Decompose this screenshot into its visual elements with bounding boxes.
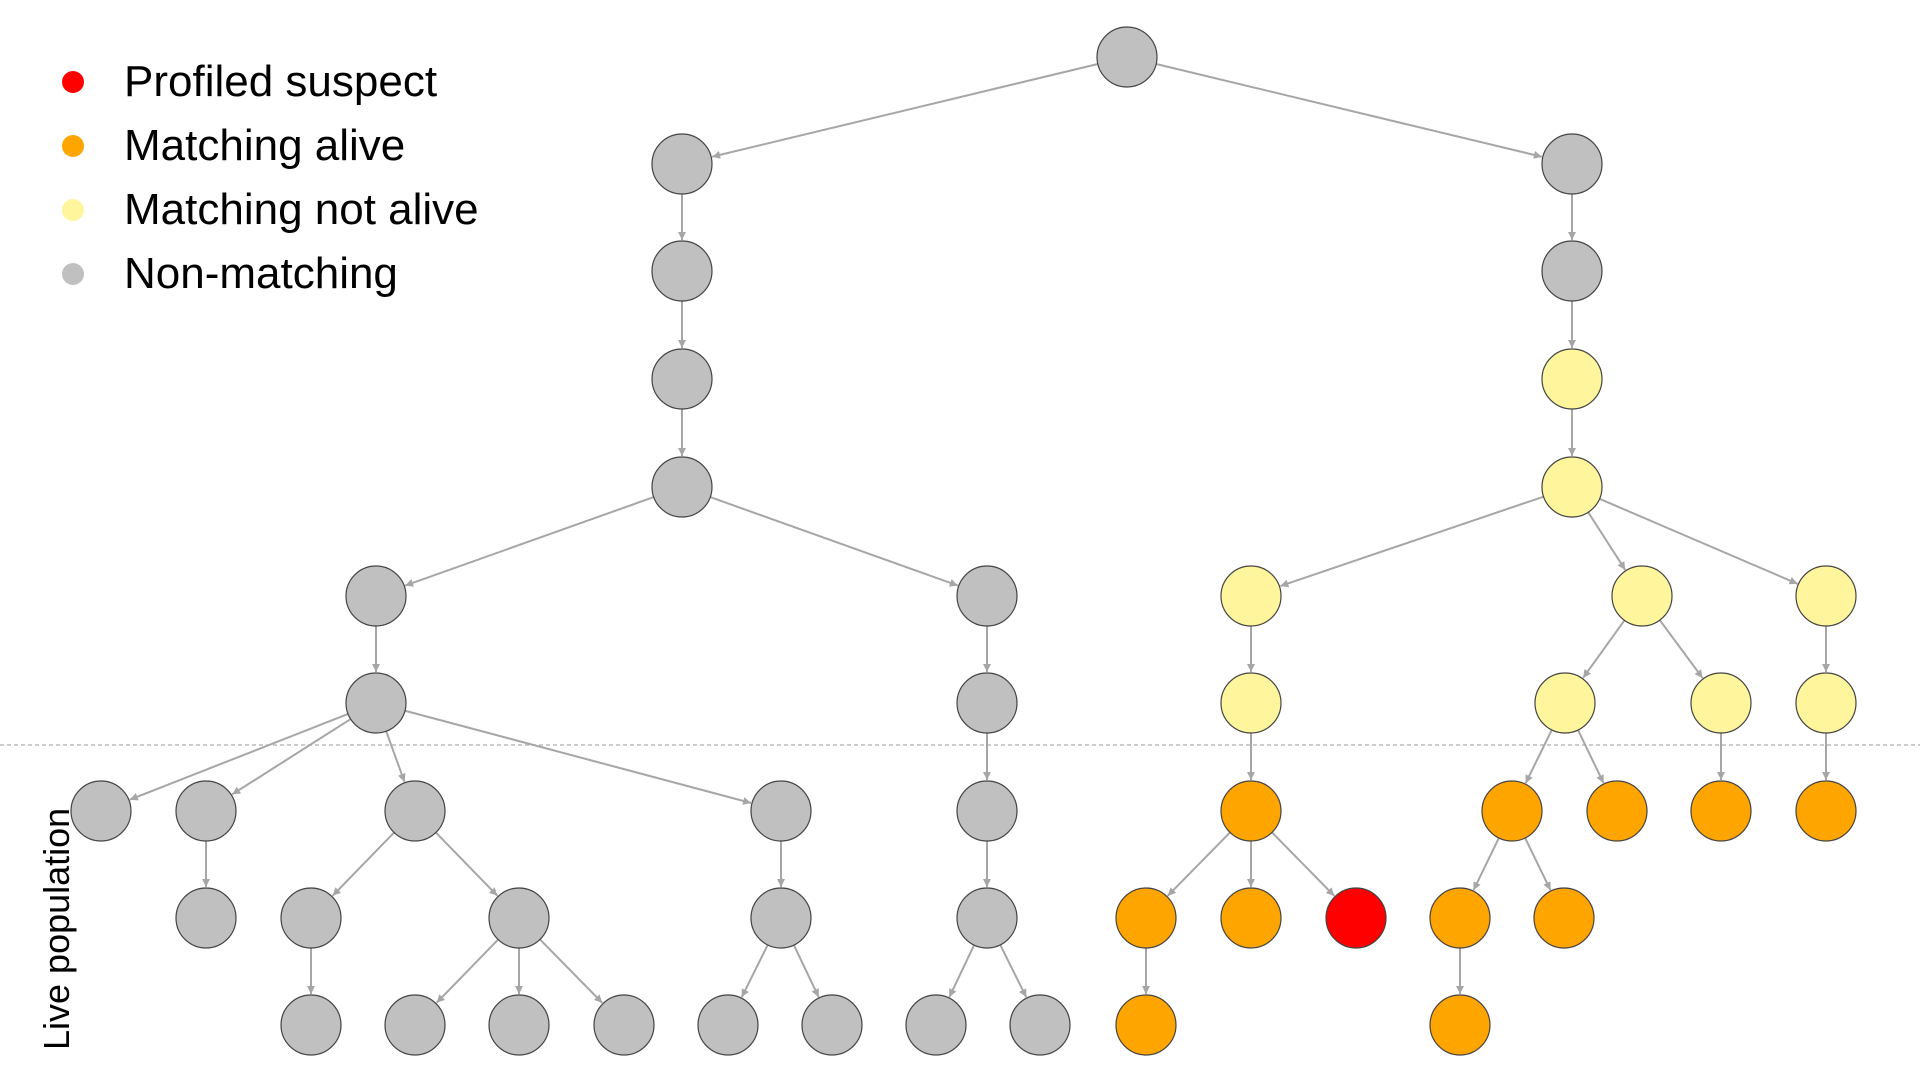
node-alive xyxy=(1220,780,1282,842)
node-not-alive xyxy=(1690,672,1752,734)
edge-arrow xyxy=(539,938,604,1004)
node-non xyxy=(175,780,237,842)
node-non xyxy=(750,887,812,949)
edge-arrow xyxy=(948,944,975,998)
edge-arrow xyxy=(1472,837,1500,891)
node-non xyxy=(488,994,550,1056)
legend-dot-icon xyxy=(62,71,84,93)
node-non xyxy=(956,565,1018,627)
edge-arrow xyxy=(1599,497,1798,585)
node-non xyxy=(384,994,446,1056)
node-non xyxy=(801,994,863,1056)
node-non xyxy=(280,887,342,949)
node-alive xyxy=(1115,994,1177,1056)
tree-edges xyxy=(129,63,1830,1004)
edge-arrow xyxy=(1659,619,1704,679)
node-suspect xyxy=(1325,887,1387,949)
node-alive xyxy=(1429,994,1491,1056)
legend-dot-icon xyxy=(62,135,84,157)
legend-item-not_alive: Matching not alive xyxy=(62,178,479,242)
legend: Profiled suspect Matching alive Matching n… xyxy=(62,50,479,306)
live-population-label: Live population xyxy=(36,807,77,1050)
node-not-alive xyxy=(1220,672,1282,734)
node-non xyxy=(345,565,407,627)
legend-label: Profiled suspect xyxy=(124,57,438,106)
node-non xyxy=(956,672,1018,734)
edge-arrow xyxy=(1166,831,1231,897)
node-alive xyxy=(1795,780,1857,842)
node-non xyxy=(384,780,446,842)
edge-arrow xyxy=(404,709,752,805)
legend-label: Non-matching xyxy=(124,249,398,298)
edge-arrow xyxy=(231,718,352,796)
node-non xyxy=(1096,26,1158,88)
legend-item-alive: Matching alive xyxy=(62,114,479,178)
node-not-alive xyxy=(1795,565,1857,627)
legend-item-non: Non-matching xyxy=(62,242,479,306)
node-not-alive xyxy=(1541,348,1603,410)
edge-arrow xyxy=(1524,837,1552,891)
node-non xyxy=(651,240,713,302)
node-not-alive xyxy=(1220,565,1282,627)
edge-arrow xyxy=(1280,495,1544,588)
node-alive xyxy=(1429,887,1491,949)
edge-arrow xyxy=(1582,619,1626,679)
node-alive xyxy=(1481,780,1543,842)
node-non xyxy=(488,887,550,949)
node-non xyxy=(905,994,967,1056)
edge-arrow xyxy=(1155,63,1543,159)
node-non xyxy=(175,887,237,949)
edge-arrow xyxy=(435,831,499,897)
node-non xyxy=(593,994,655,1056)
node-non xyxy=(1009,994,1071,1056)
edge-arrow xyxy=(331,831,395,897)
node-alive xyxy=(1586,780,1648,842)
node-non xyxy=(750,780,812,842)
edge-arrow xyxy=(793,944,820,998)
node-alive xyxy=(1533,887,1595,949)
node-alive xyxy=(1115,887,1177,949)
edge-arrow xyxy=(435,938,499,1004)
node-non xyxy=(280,994,342,1056)
edge-arrow xyxy=(1577,729,1605,784)
node-alive xyxy=(1690,780,1752,842)
node-non xyxy=(956,780,1018,842)
node-not-alive xyxy=(1534,672,1596,734)
legend-label: Matching alive xyxy=(124,121,406,170)
node-non xyxy=(651,133,713,195)
node-non xyxy=(697,994,759,1056)
edge-arrow xyxy=(740,944,769,998)
edge-arrow xyxy=(1524,729,1553,784)
node-not-alive xyxy=(1541,456,1603,518)
legend-dot-icon xyxy=(62,263,84,285)
legend-dot-icon xyxy=(62,199,84,221)
edge-arrow xyxy=(129,713,349,801)
node-non xyxy=(956,887,1018,949)
edge-arrow xyxy=(709,496,959,587)
node-non xyxy=(1541,133,1603,195)
node-not-alive xyxy=(1795,672,1857,734)
node-non xyxy=(651,348,713,410)
legend-item-suspect: Profiled suspect xyxy=(62,50,479,114)
node-non xyxy=(651,456,713,518)
node-non xyxy=(345,672,407,734)
node-alive xyxy=(1220,887,1282,949)
node-non xyxy=(1541,240,1603,302)
edge-arrow xyxy=(385,730,406,783)
node-non xyxy=(70,780,132,842)
legend-label: Matching not alive xyxy=(124,185,479,234)
edge-arrow xyxy=(404,496,655,587)
edge-arrow xyxy=(711,63,1099,159)
node-not-alive xyxy=(1611,565,1673,627)
tree-nodes xyxy=(70,26,1857,1056)
edge-arrow xyxy=(1587,511,1627,571)
edge-arrow xyxy=(1271,831,1336,897)
edge-arrow xyxy=(999,944,1028,998)
